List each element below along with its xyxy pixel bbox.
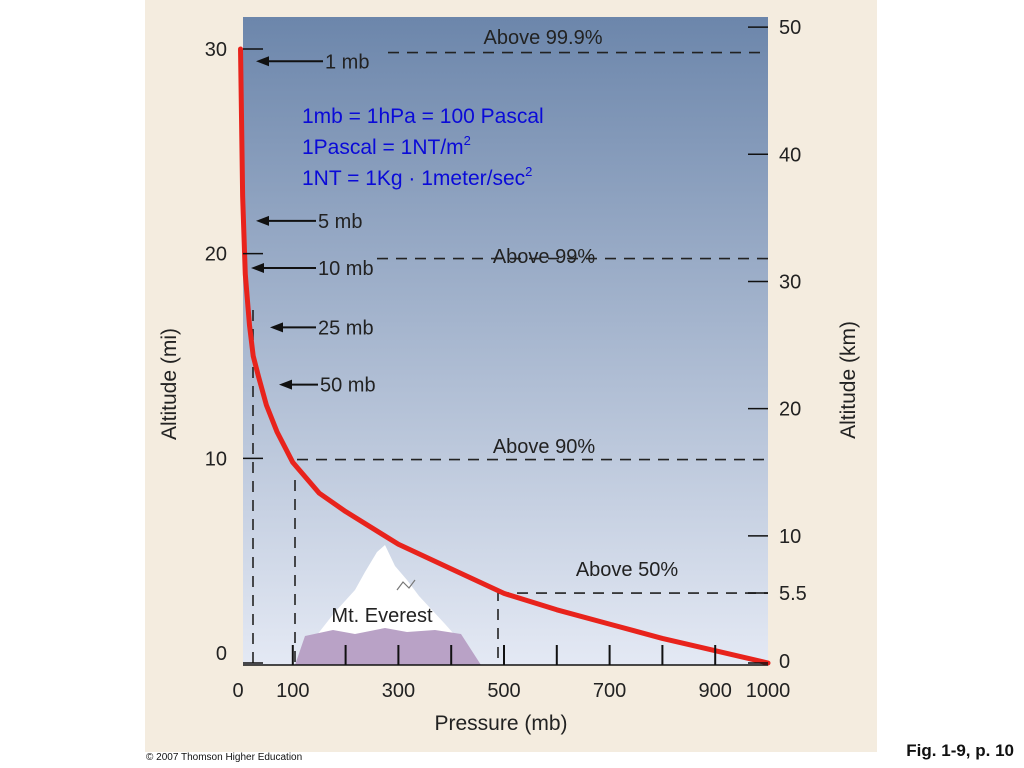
x-tick-label: 500 — [487, 680, 520, 702]
pressure-label-1: 1 mb — [325, 51, 369, 73]
formula-line-2: 1Pascal = 1NT/m2 — [302, 133, 471, 159]
pressure-arrow-1 — [256, 56, 323, 67]
mass-level-label-1: Above 99.9% — [484, 27, 603, 49]
pressure-label-3: 10 mb — [318, 258, 374, 280]
y-axis-title-left: Altitude (mi) — [158, 328, 181, 440]
y2-tick-label: 5.5 — [779, 583, 807, 605]
figure-frame: 1mb = 1hPa = 100 Pascal 1Pascal = 1NT/m2 1… — [145, 0, 877, 752]
mass-level-label-4: Above 50% — [576, 559, 679, 581]
formula-part: 2 — [525, 164, 532, 179]
x-tick-label: 900 — [699, 680, 732, 702]
y2-tick-label: 30 — [779, 271, 801, 293]
formula-part: 1Pascal = 1NT/m — [302, 136, 464, 159]
mountain-rock — [295, 628, 481, 665]
formula-part: 1NT = 1Kg · 1meter/sec — [302, 167, 525, 190]
y2-tick-label: 10 — [779, 526, 801, 548]
y-tick-label: 0 — [216, 643, 227, 665]
pressure-label-5: 50 mb — [320, 375, 376, 397]
x-tick-label: 300 — [382, 680, 415, 702]
x-tick-label: 700 — [593, 680, 626, 702]
y-tick-label: 10 — [205, 448, 227, 470]
pressure-curve — [238, 46, 771, 666]
y-axis-title-right: Altitude (km) — [837, 321, 860, 439]
pressure-label-2: 5 mb — [318, 211, 362, 233]
y-tick-label: 20 — [205, 244, 227, 266]
figure-label: Fig. 1-9, p. 10 — [906, 741, 1014, 760]
formula-line-3: 1NT = 1Kg · 1meter/sec2 — [302, 164, 532, 190]
formula-line-1: 1mb = 1hPa = 100 Pascal — [302, 105, 544, 128]
pressure-label-4: 25 mb — [318, 317, 374, 339]
pressure-arrow-1-head — [256, 56, 269, 67]
mass-level-label-2: Above 99% — [493, 246, 596, 268]
formula-part: 1mb = 1hPa = 100 Pascal — [302, 105, 544, 128]
mountain-label: Mt. Everest — [331, 605, 433, 627]
pressure-arrow-3-head — [251, 262, 264, 273]
y2-tick-label: 20 — [779, 399, 801, 421]
mountain-ridge — [396, 579, 416, 591]
pressure-arrow-4-head — [270, 322, 283, 333]
mass-level-label-3: Above 90% — [493, 436, 596, 458]
pressure-arrow-2-head — [256, 215, 269, 226]
x-tick-label: 100 — [276, 680, 309, 702]
y2-tick-label: 40 — [779, 144, 801, 166]
x-tick-label: 0 — [232, 680, 243, 702]
x-tick-label: 1000 — [746, 680, 791, 702]
x-axis-title: Pressure (mb) — [434, 712, 567, 735]
pressure-arrow-3 — [251, 262, 316, 273]
y-tick-label: 30 — [205, 39, 227, 61]
pressure-arrow-2 — [256, 215, 316, 226]
y2-tick-label: 0 — [779, 651, 790, 673]
plot-background — [243, 17, 768, 665]
formula-part: 2 — [464, 133, 471, 148]
pressure-arrow-5-head — [279, 379, 292, 390]
pressure-arrow-4 — [270, 322, 316, 333]
pressure-arrow-5 — [279, 379, 318, 390]
y2-tick-label: 50 — [779, 17, 801, 39]
copyright-notice: © 2007 Thomson Higher Education — [146, 752, 303, 763]
